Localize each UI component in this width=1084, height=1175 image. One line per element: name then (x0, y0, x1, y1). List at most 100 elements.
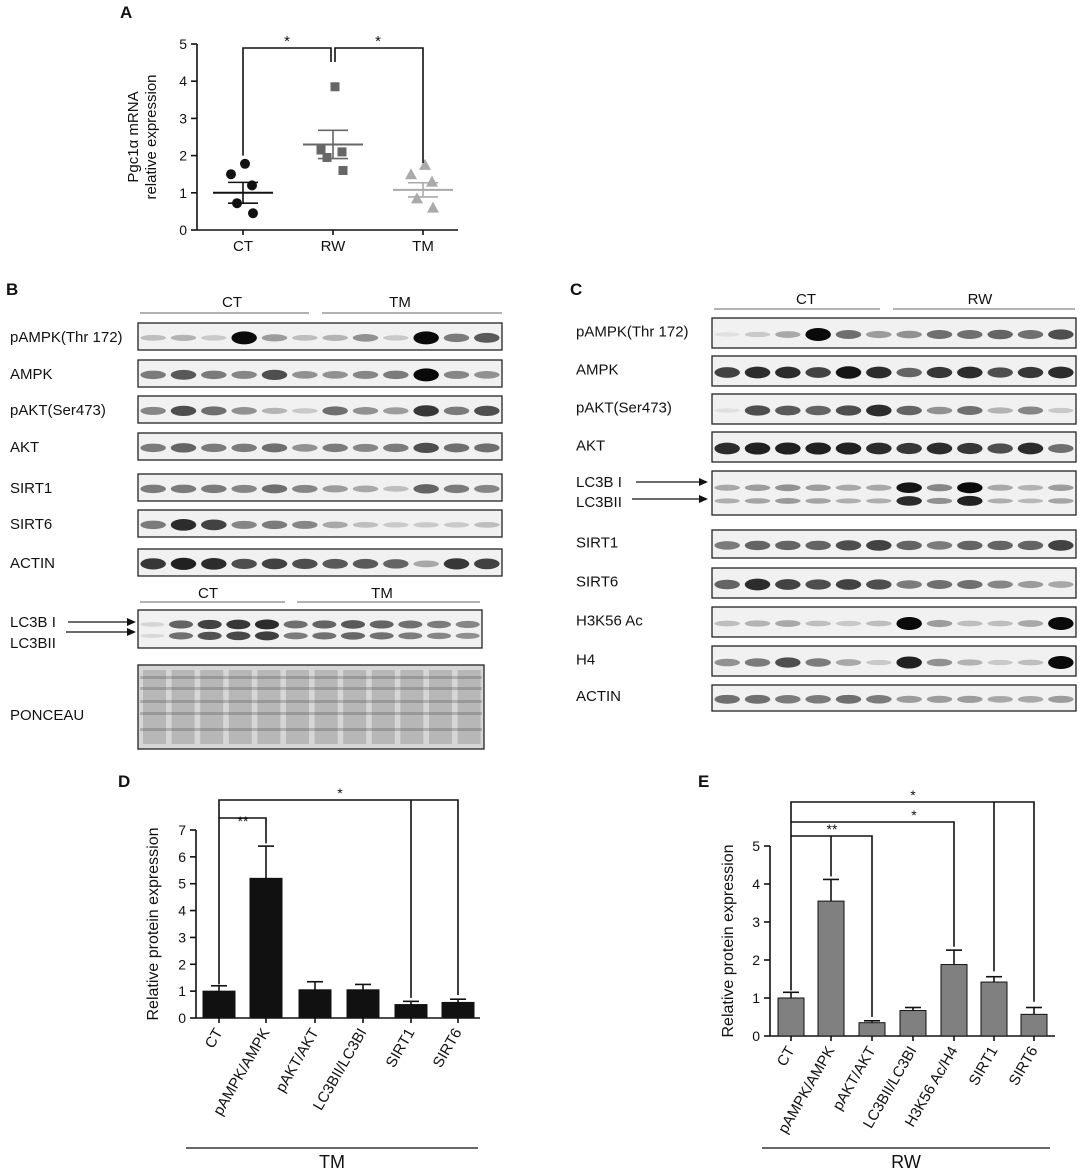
ponceau-lane (200, 670, 224, 744)
blot-band (474, 405, 500, 416)
blot-band (254, 619, 280, 630)
blot-band (383, 443, 409, 453)
blot-band (805, 367, 831, 378)
blot-band (714, 579, 740, 590)
blot-band (1048, 656, 1074, 669)
blot-band (443, 443, 470, 453)
y-tick-label: 4 (752, 876, 760, 892)
blot-band (140, 334, 166, 341)
blot-band (775, 620, 801, 627)
blot-band (168, 632, 194, 640)
blot-row-label: ACTIN (576, 688, 621, 705)
blot-band (744, 331, 771, 338)
blot-band (805, 540, 831, 551)
ponceau-band (140, 712, 482, 715)
blot-band (1048, 366, 1074, 379)
blot-band (292, 408, 318, 414)
blot-band (340, 632, 366, 640)
significance-star: ** (827, 821, 838, 837)
blot-band (835, 659, 862, 666)
blot-band (835, 330, 862, 339)
blot-row-label: H4 (576, 652, 595, 669)
significance-bracket (334, 47, 424, 164)
blot-band (775, 498, 801, 504)
blot-band (926, 695, 953, 703)
blot-band (926, 484, 953, 492)
ponceau-lane (257, 670, 281, 744)
blot-band (744, 694, 771, 704)
blot-band (170, 443, 197, 453)
blot-band (140, 443, 166, 453)
blot-band (1017, 442, 1044, 455)
data-point-triangle (411, 192, 423, 204)
bar (980, 981, 1008, 1037)
blot-row-membrane (137, 432, 503, 461)
blot-band (474, 443, 500, 453)
blot-band (896, 656, 922, 669)
blot-band (987, 484, 1013, 491)
x-tick-label: SIRT6 (430, 1026, 466, 1071)
blot-band (226, 619, 251, 630)
blot-band (744, 442, 771, 455)
blot-band (926, 330, 953, 339)
blot-band (987, 620, 1013, 627)
blot-row-label: AKT (576, 438, 605, 455)
blot-band (805, 498, 831, 504)
blot-row-label: AKT (10, 439, 39, 456)
blot-band (714, 498, 740, 504)
blot-band (398, 632, 423, 640)
blot-row-membrane (711, 606, 1077, 638)
y-tick-label: 0 (179, 222, 187, 238)
blot-band (201, 443, 227, 453)
blot-band (170, 519, 197, 531)
blot-band (714, 332, 740, 337)
group-label-ct: CT (198, 585, 218, 602)
blot-band (352, 485, 379, 493)
panel-a-scatter-chart: 0 1 2 3 4 5 CT RW TM Pgc1α mRNA relative expressio… (125, 33, 458, 255)
blot-band (714, 658, 740, 667)
blot-band (1048, 498, 1074, 504)
blot-band (805, 328, 831, 341)
blot-band (170, 369, 197, 380)
blot-band (1017, 330, 1044, 339)
ponceau-lane (400, 670, 424, 744)
ponceau-label: PONCEAU (10, 707, 84, 724)
blot-row-label: H3K56 Ac (576, 613, 643, 630)
blot-band (201, 370, 227, 380)
blot-row-label: pAKT(Ser473) (10, 402, 106, 419)
blot-band (413, 331, 439, 345)
blot-band (866, 695, 892, 704)
blot-band (805, 658, 831, 667)
data-point-square (322, 152, 332, 162)
blot-row-membrane (711, 355, 1077, 387)
blot-band (714, 442, 740, 455)
blot-band (292, 444, 318, 452)
ponceau-lane (171, 670, 195, 744)
blot-band (398, 620, 423, 629)
blot-band (744, 658, 771, 667)
x-tick-label: CT (233, 238, 253, 255)
blot-band (744, 484, 771, 491)
blot-band (805, 620, 831, 627)
blot-band (957, 482, 983, 494)
blot-band (835, 484, 862, 491)
blot-band (744, 540, 771, 551)
bar (298, 989, 332, 1019)
blot-band (775, 540, 801, 551)
y-tick-label: 6 (178, 849, 186, 865)
ponceau-band (140, 700, 482, 703)
x-tick-label: TM (412, 238, 434, 255)
blot-band (140, 370, 166, 380)
panel-letter-c: C (570, 280, 582, 299)
y-tick-label: 1 (179, 185, 187, 201)
blot-row-membrane (711, 470, 1077, 516)
blot-band (231, 370, 257, 379)
blot-band (896, 617, 922, 630)
blot-band (455, 620, 480, 629)
blot-band (987, 695, 1013, 703)
y-tick-label: 0 (178, 1010, 186, 1026)
data-point-circle (232, 198, 242, 209)
blot-band (261, 334, 288, 342)
